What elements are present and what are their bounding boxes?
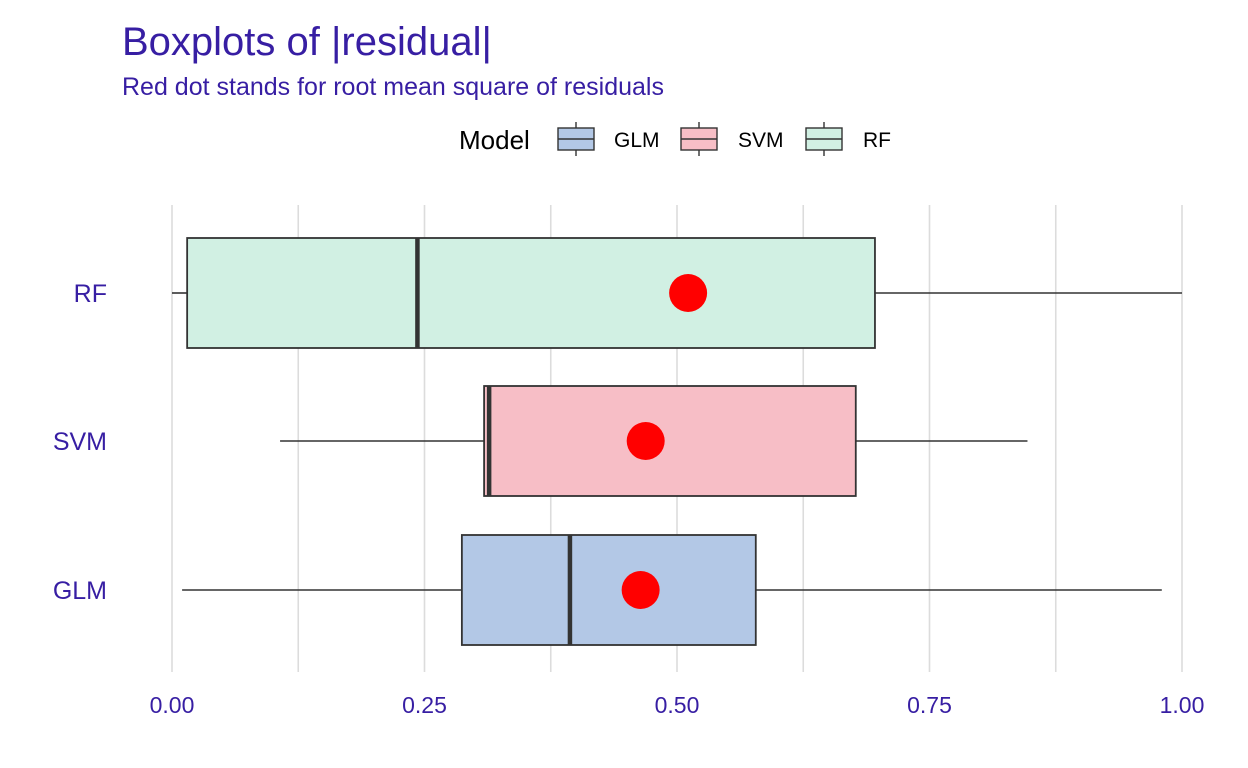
box-body <box>483 385 857 497</box>
box-rf <box>172 237 1182 349</box>
rms-dot <box>626 422 665 460</box>
rms-dot <box>621 571 660 609</box>
box-body <box>460 534 757 646</box>
x-tick-label: 0.50 <box>655 692 700 718</box>
chart-subtitle: Red dot stands for root mean square of r… <box>122 73 664 101</box>
chart-title: Boxplots of |residual| <box>122 20 492 64</box>
box-svm <box>280 385 1028 497</box>
x-tick-label: 0.00 <box>150 692 195 718</box>
y-tick-label: RF <box>74 280 107 308</box>
legend-item-rf: RF <box>805 122 891 156</box>
x-tick-label: 1.00 <box>1160 692 1205 718</box>
legend-label: SVM <box>738 129 784 152</box>
legend: Model GLM SVM RF <box>459 122 891 156</box>
x-tick-label: 0.75 <box>907 692 952 718</box>
legend-item-svm: SVM <box>680 122 784 156</box>
legend-title: Model <box>459 125 530 155</box>
box-body <box>186 237 876 349</box>
x-axis: 0.00 0.25 0.50 0.75 1.00 <box>150 692 1205 718</box>
y-tick-label: GLM <box>53 577 107 605</box>
box-glm <box>182 534 1162 646</box>
rms-dot <box>669 274 708 312</box>
x-tick-label: 0.25 <box>402 692 447 718</box>
boxes <box>172 237 1182 646</box>
legend-label: GLM <box>614 129 660 152</box>
y-axis: GLM SVM RF <box>53 280 107 605</box>
legend-item-glm: GLM <box>557 122 660 156</box>
legend-label: RF <box>863 129 891 152</box>
y-tick-label: SVM <box>53 428 107 456</box>
